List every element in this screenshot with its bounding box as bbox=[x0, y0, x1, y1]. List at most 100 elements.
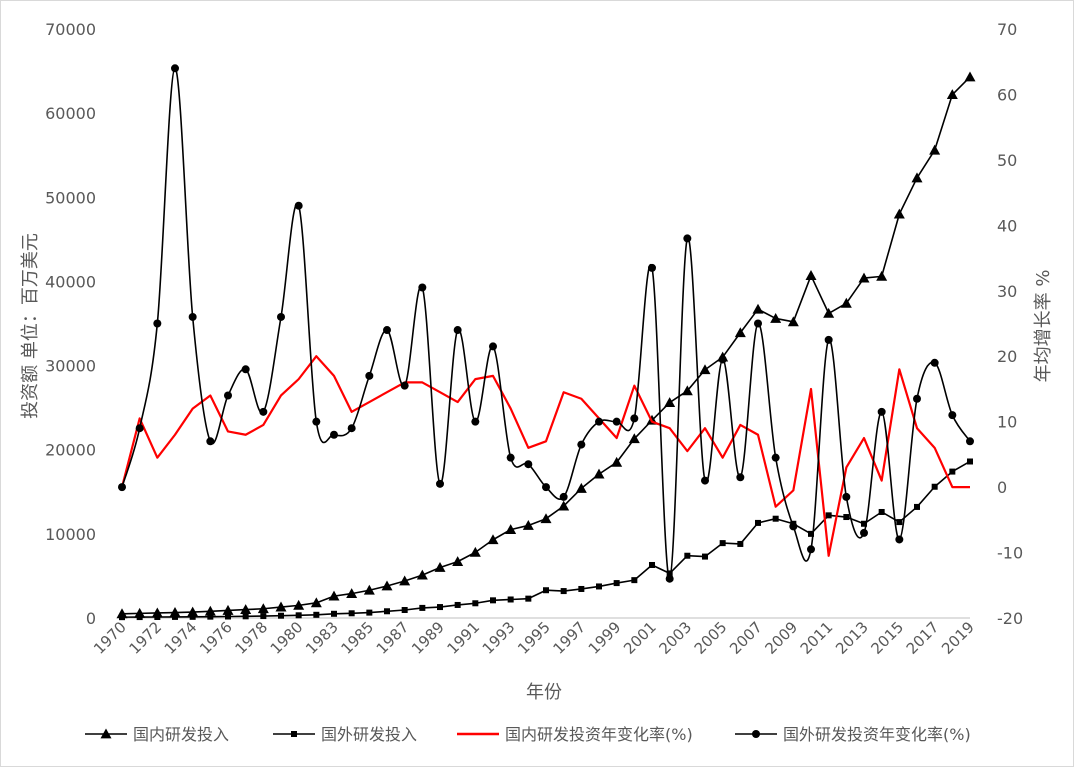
triangle-marker bbox=[752, 303, 764, 314]
circle-marker bbox=[188, 312, 197, 321]
square-marker bbox=[649, 561, 655, 568]
y-right-tick-label: 70 bbox=[997, 20, 1017, 39]
triangle-marker bbox=[487, 534, 499, 545]
square-marker bbox=[719, 540, 726, 547]
circle-marker bbox=[365, 371, 374, 380]
circle-marker bbox=[542, 483, 550, 492]
circle-marker bbox=[400, 381, 409, 390]
x-tick-label: 2013 bbox=[832, 618, 872, 658]
circle-marker bbox=[453, 326, 462, 335]
square-marker bbox=[578, 585, 585, 592]
triangle-marker bbox=[452, 556, 464, 567]
y-left-tick-label: 0 bbox=[86, 609, 96, 628]
circle-marker bbox=[630, 414, 639, 423]
square-marker bbox=[666, 570, 673, 577]
circle-marker bbox=[206, 437, 215, 446]
circle-marker bbox=[807, 545, 815, 554]
x-tick-label: 1978 bbox=[231, 618, 271, 658]
y-right-tick-label: 50 bbox=[997, 151, 1017, 170]
square-marker bbox=[808, 530, 814, 537]
circle-marker bbox=[577, 440, 586, 449]
axes: 0 10000 20000 30000 40000 50000 60000 70000 -20 -… bbox=[45, 20, 1023, 658]
circle-marker bbox=[824, 335, 833, 344]
circle-marker bbox=[789, 522, 798, 531]
x-tick-label: 2019 bbox=[938, 618, 978, 658]
x-tick-label: 2009 bbox=[761, 618, 801, 658]
square-marker bbox=[878, 508, 885, 515]
triangle-marker bbox=[100, 728, 112, 739]
triangle-marker bbox=[964, 71, 976, 82]
triangle-marker bbox=[116, 608, 128, 619]
x-tick-label: 1997 bbox=[549, 618, 589, 658]
triangle-marker bbox=[204, 605, 216, 616]
triangle-marker bbox=[787, 316, 799, 327]
y-left-tick-label: 10000 bbox=[45, 525, 96, 544]
circle-marker bbox=[436, 479, 444, 488]
x-tick-label: 2007 bbox=[726, 618, 766, 658]
series-layer bbox=[116, 64, 976, 621]
x-tick-label: 1983 bbox=[302, 618, 342, 658]
square-marker bbox=[419, 604, 426, 611]
legend-label: 国外研发投资年变化率(%) bbox=[783, 725, 971, 744]
x-tick-label: 1970 bbox=[90, 618, 130, 658]
square-marker bbox=[596, 583, 602, 590]
circle-marker bbox=[930, 358, 939, 367]
x-tick-label: 1999 bbox=[585, 618, 625, 658]
y-left-tick-label: 50000 bbox=[45, 188, 96, 207]
circle-marker bbox=[754, 319, 762, 328]
circle-marker bbox=[877, 407, 886, 416]
square-marker bbox=[772, 515, 779, 522]
circle-marker bbox=[383, 326, 391, 335]
square-marker bbox=[313, 611, 320, 618]
square-marker bbox=[278, 612, 284, 619]
triangle-marker bbox=[911, 172, 923, 183]
triangle-marker bbox=[893, 208, 905, 219]
square-marker bbox=[560, 588, 567, 595]
x-tick-label: 1995 bbox=[514, 618, 554, 658]
triangle-marker bbox=[805, 270, 817, 280]
circle-marker bbox=[330, 430, 338, 439]
square-marker bbox=[225, 613, 231, 620]
square-marker bbox=[825, 512, 832, 519]
circle-marker bbox=[648, 263, 656, 272]
triangle-marker bbox=[929, 144, 941, 155]
y-left-tick-label: 70000 bbox=[45, 20, 96, 39]
triangle-marker bbox=[770, 312, 782, 323]
circle-marker bbox=[665, 574, 674, 583]
circle-marker bbox=[135, 424, 144, 433]
triangle-marker bbox=[363, 584, 375, 595]
x-tick-label: 1989 bbox=[408, 618, 448, 658]
x-tick-label: 2015 bbox=[867, 618, 907, 658]
square-marker bbox=[291, 731, 297, 737]
square-marker bbox=[967, 458, 973, 465]
triangle-marker bbox=[328, 590, 340, 601]
square-marker bbox=[401, 607, 408, 614]
circle-marker bbox=[524, 460, 533, 469]
square-marker bbox=[843, 514, 850, 521]
triangle-marker bbox=[699, 364, 711, 375]
triangle-marker bbox=[134, 607, 146, 618]
circle-marker bbox=[595, 417, 603, 426]
circle-marker bbox=[771, 453, 780, 462]
square-marker bbox=[525, 595, 532, 602]
legend-label: 国内研发投资年变化率(%) bbox=[505, 725, 693, 744]
square-marker bbox=[631, 577, 638, 584]
triangle-marker bbox=[381, 580, 393, 591]
y-right-tick-label: 10 bbox=[997, 413, 1017, 432]
series-2 bbox=[119, 458, 973, 621]
square-marker bbox=[490, 597, 496, 604]
triangle-marker bbox=[611, 456, 623, 467]
x-tick-label: 1987 bbox=[373, 618, 413, 658]
triangle-marker bbox=[664, 397, 676, 407]
circle-marker bbox=[347, 424, 356, 433]
y-axis-right-title: 年均增长率 % bbox=[1033, 270, 1054, 383]
y-right-tick-label: 30 bbox=[997, 282, 1017, 301]
triangle-marker bbox=[151, 607, 163, 618]
y-left-tick-label: 40000 bbox=[45, 272, 96, 291]
circle-marker bbox=[294, 201, 303, 210]
triangle-marker bbox=[858, 272, 870, 283]
series-line bbox=[120, 355, 970, 557]
series-line bbox=[121, 67, 971, 580]
x-tick-label: 1985 bbox=[337, 618, 377, 658]
square-marker bbox=[242, 613, 249, 620]
